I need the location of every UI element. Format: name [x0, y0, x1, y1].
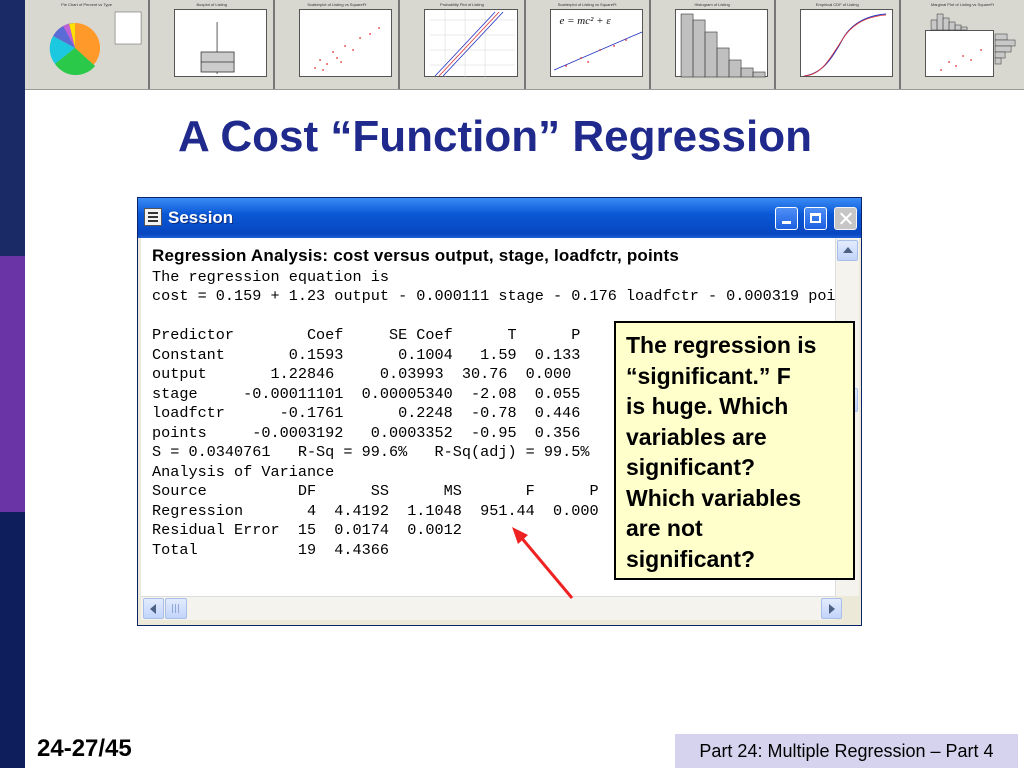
footer-label: Part 24: Multiple Regression – Part 4 — [675, 734, 1018, 768]
minimize-button[interactable] — [775, 207, 798, 230]
thumb-empirical-cdf: Empirical CDF of Listing — [775, 0, 901, 89]
window-titlebar[interactable]: Session — [138, 198, 861, 238]
window-title: Session — [168, 208, 234, 227]
callout-line: significant? — [626, 545, 756, 572]
coef-row: points -0.0003192 0.0003352 -0.95 0.356 — [152, 423, 581, 442]
page-number: 24-27/45 — [37, 735, 132, 762]
left-decor-bar — [0, 0, 25, 768]
thumb-title: Histogram of Listing — [694, 2, 730, 7]
thumb-title: Scatterplot of Listing vs SquareFt — [307, 2, 367, 7]
marginal-plot-graphic — [930, 13, 1016, 71]
thumb-title: Scatterplot of Listing vs SquareFt — [557, 2, 617, 7]
thumb-title: Pie Chart of Percent vs Type — [61, 2, 112, 7]
output-line: The regression equation is — [152, 267, 389, 286]
thumb-title: Marginal Plot of Listing vs SquareFt — [930, 2, 994, 7]
thumb-histogram: Histogram of Listing — [650, 0, 776, 89]
callout-line: Which variables — [626, 484, 802, 511]
thumb-title: Boxplot of Listing — [196, 2, 227, 7]
thumb-fitted-line: Scatterplot of Listing vs SquareFt e = m… — [525, 0, 651, 89]
anova-header: Source DF SS MS F P — [152, 482, 599, 500]
analysis-header: Regression Analysis: cost versus output,… — [152, 246, 680, 265]
thumb-title: Empirical CDF of Listing — [815, 2, 859, 7]
probability-plot-graphic — [430, 10, 516, 77]
scroll-right-button[interactable] — [821, 598, 842, 619]
callout-line: significant? — [626, 454, 756, 480]
anova-row: Residual Error 15 0.0174 0.0012 — [152, 521, 462, 539]
scroll-left-button[interactable] — [143, 598, 164, 619]
left-decor-navy — [0, 512, 25, 768]
anova-row: Total 19 4.4366 — [152, 540, 389, 559]
thumb-title: Probability Plot of Listing — [440, 2, 484, 7]
thumb-pie-chart: Pie Chart of Percent vs Type — [25, 0, 151, 89]
coef-row: stage -0.00011101 0.00005340 -2.08 0.055 — [152, 384, 581, 403]
coef-row: loadfctr -0.1761 0.2248 -0.78 0.446 — [152, 404, 581, 422]
coef-row: output 1.22846 0.03993 30.76 0.000 — [152, 365, 572, 383]
callout-line: “significant.” F — [626, 362, 791, 389]
red-arrow — [512, 527, 574, 599]
thumb-probability-plot: Probability Plot of Listing — [400, 0, 526, 89]
session-output[interactable]: Regression Analysis: cost versus output,… — [141, 238, 835, 596]
coef-row: Constant 0.1593 0.1004 1.59 0.133 — [152, 345, 581, 364]
fit-summary: S = 0.0340761 R-Sq = 99.6% R-Sq(adj) = 9… — [152, 443, 590, 461]
thumbnail-strip: Pie Chart of Percent vs Type Boxplot of … — [25, 0, 1024, 90]
slide-title: A Cost “Function” Regression — [178, 112, 812, 161]
horizontal-scrollbar[interactable] — [141, 596, 842, 620]
left-decor-purple — [0, 256, 25, 512]
coef-table-header: Predictor Coef SE Coef T P — [152, 326, 581, 344]
horizontal-scroll-thumb[interactable] — [165, 598, 187, 619]
callout-line: is huge. Which — [626, 393, 789, 419]
pie-chart-graphic — [49, 11, 142, 76]
close-button[interactable] — [834, 207, 857, 230]
scroll-up-button[interactable] — [837, 240, 858, 261]
boxplot-graphic — [200, 22, 235, 74]
cdf-graphic — [803, 13, 886, 77]
callout-line: variables are — [626, 423, 767, 450]
anova-title: Analysis of Variance — [152, 462, 335, 481]
thumb-marginal-plot: Marginal Plot of Listing vs SquareFt — [900, 0, 1024, 89]
histogram-graphic — [680, 13, 765, 78]
session-window-icon[interactable] — [144, 208, 162, 226]
callout-box: The regression is “significant.” F is hu… — [614, 321, 855, 580]
maximize-button[interactable] — [804, 207, 827, 230]
thumb-boxplot: Boxplot of Listing — [150, 0, 276, 89]
scatter-graphic — [314, 27, 381, 71]
session-output-text: Regression Analysis: cost versus output,… — [152, 246, 835, 560]
fitted-line-graphic — [553, 31, 642, 71]
regression-equation: cost = 0.159 + 1.23 output - 0.000111 st… — [152, 287, 835, 305]
callout-line: The regression is — [626, 332, 817, 358]
thumb-formula: e = mc² + ε — [559, 15, 611, 27]
callout-line: are not — [626, 515, 703, 541]
thumb-scatterplot: Scatterplot of Listing vs SquareFt — [275, 0, 401, 89]
anova-row: Regression 4 4.4192 1.1048 951.44 0.000 — [152, 501, 599, 520]
